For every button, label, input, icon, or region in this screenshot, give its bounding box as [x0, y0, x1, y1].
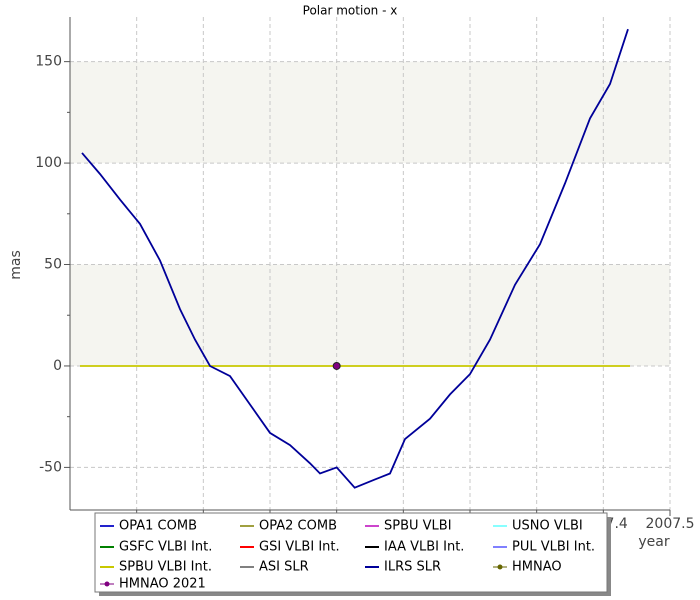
line — [81, 28, 629, 489]
legend-label: ASI SLR — [259, 560, 309, 575]
legend-label: HMNAO — [512, 560, 562, 575]
legend-label: SPBU VLBI Int. — [119, 560, 212, 575]
legend-label: USNO VLBI — [512, 519, 583, 534]
y-axis-label: mas — [8, 250, 24, 280]
y-tick-label: 100 — [35, 155, 62, 171]
legend-marker — [104, 581, 110, 587]
x-tick-label: 2007.5 — [646, 516, 695, 532]
legend-label: IAA VLBI Int. — [384, 540, 464, 555]
point — [332, 361, 341, 370]
chart-title: Polar motion - x — [303, 4, 398, 18]
legend-label: GSI VLBI Int. — [259, 540, 340, 555]
x-axis-label: year — [638, 534, 669, 550]
band — [70, 61, 670, 164]
legend-label: GSFC VLBI Int. — [119, 540, 212, 555]
legend: OPA1 COMB OPA2 COMB SPBU VLBI USNO VLBI GSFC… — [94, 512, 611, 596]
legend-label: OPA2 COMB — [259, 519, 337, 534]
y-tick-label: -50 — [39, 459, 62, 475]
band — [70, 264, 670, 366]
legend-marker — [497, 564, 503, 570]
y-tick-label: 0 — [53, 358, 62, 374]
legend-label: OPA1 COMB — [119, 519, 197, 534]
y-tick-label: 150 — [35, 54, 62, 70]
legend-label: PUL VLBI Int. — [512, 540, 595, 555]
legend-label: HMNAO 2021 — [119, 577, 206, 592]
legend-label: ILRS SLR — [384, 560, 441, 575]
legend-box — [94, 512, 608, 593]
y-tick-label: 50 — [44, 257, 62, 273]
legend-label: SPBU VLBI — [384, 519, 452, 534]
